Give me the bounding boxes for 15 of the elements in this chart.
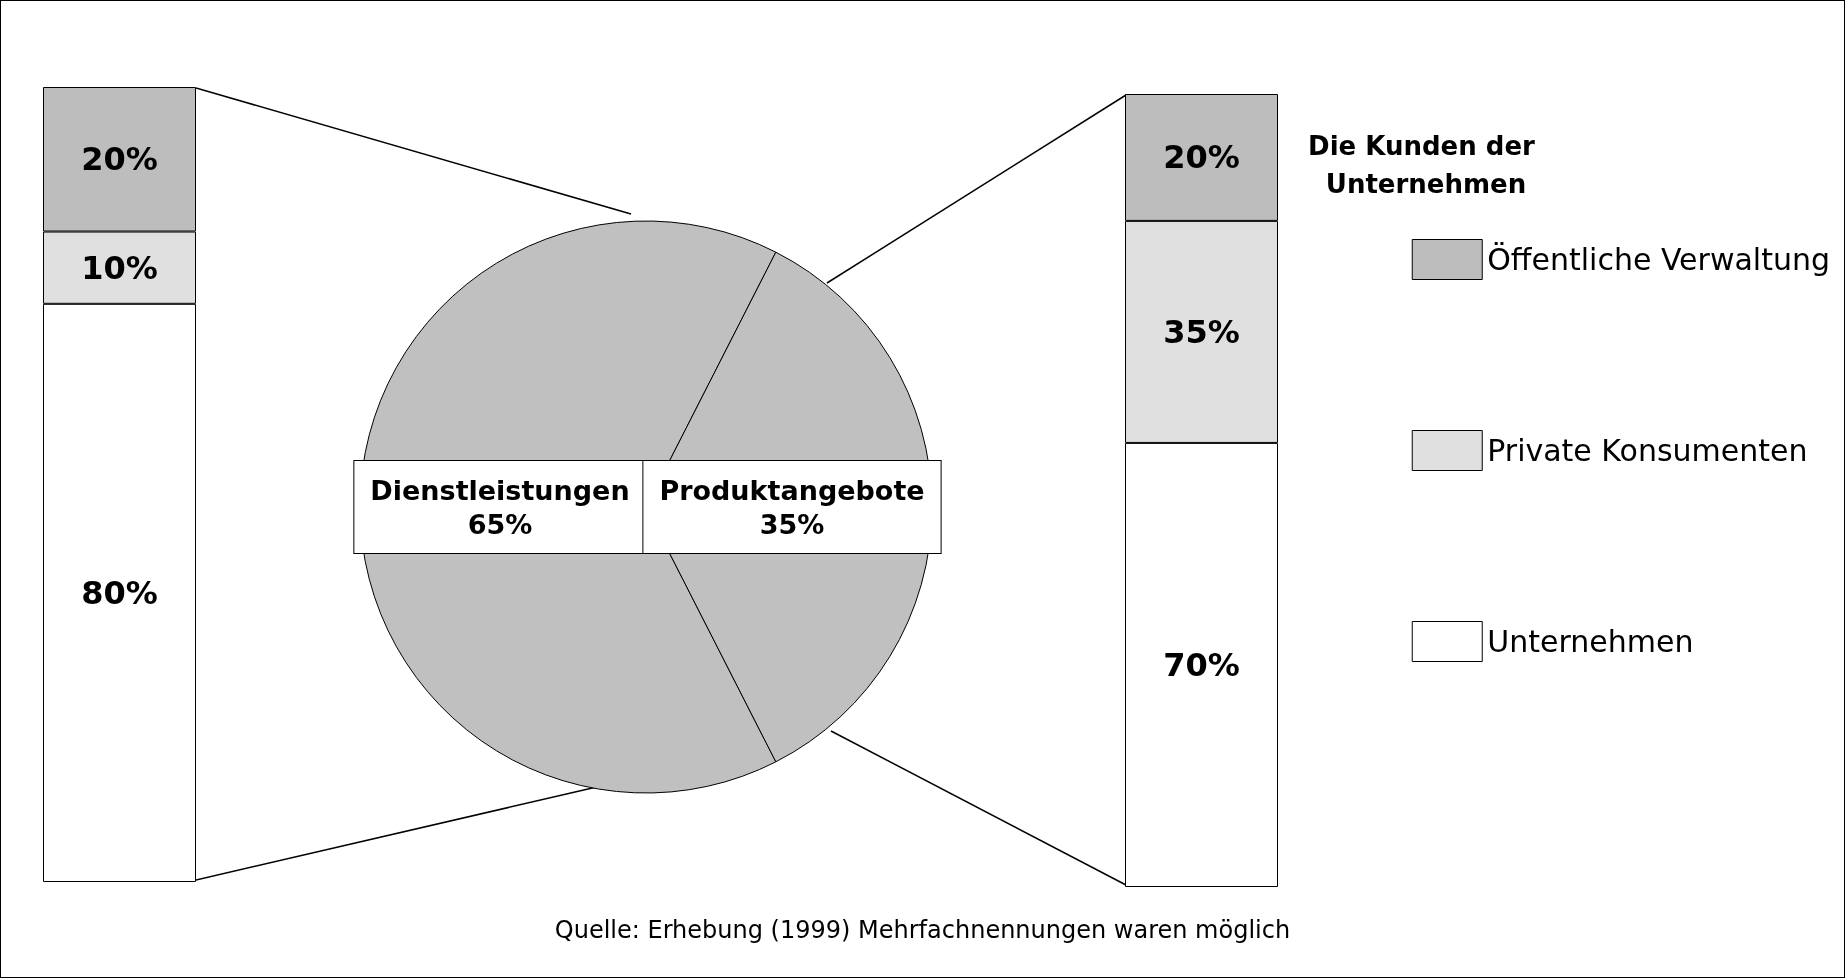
legend-label: Unternehmen <box>1487 624 1694 659</box>
data-label: 70% <box>1163 645 1240 684</box>
legend-title: Die Kunden der Unternehmen <box>1308 131 1544 199</box>
data-label: 80% <box>81 573 158 612</box>
data-label: 20% <box>1163 138 1240 177</box>
data-label: 65% <box>467 508 533 540</box>
slice-label: Dienstleistungen <box>370 474 630 506</box>
data-label: 20% <box>81 140 158 179</box>
legend-label: Private Konsumenten <box>1487 433 1808 468</box>
data-label: 35% <box>1163 312 1240 351</box>
slice-label: Produktangebote <box>659 474 925 506</box>
data-label: 10% <box>81 248 158 287</box>
data-label: 35% <box>759 508 825 540</box>
source-note: Quelle: Erhebung (1999) Mehrfachnennungen waren möglich <box>553 916 1292 944</box>
legend-label: Öffentliche Verwaltung <box>1487 242 1831 277</box>
